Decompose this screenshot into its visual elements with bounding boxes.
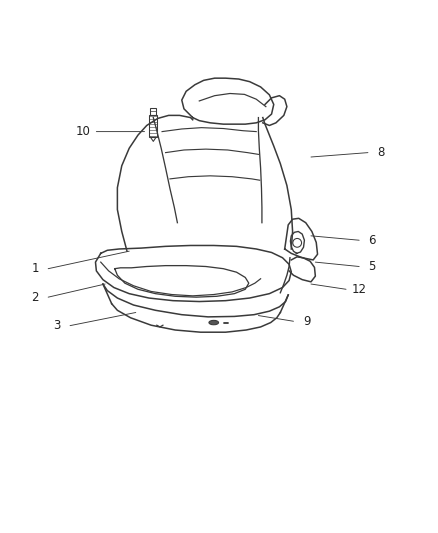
Ellipse shape bbox=[209, 320, 219, 325]
Text: 2: 2 bbox=[31, 290, 39, 304]
Text: 10: 10 bbox=[76, 125, 91, 138]
Text: 9: 9 bbox=[303, 315, 311, 328]
Text: 6: 6 bbox=[368, 233, 376, 247]
Text: 8: 8 bbox=[378, 146, 385, 159]
Bar bbox=[150, 108, 156, 115]
Text: 5: 5 bbox=[369, 260, 376, 273]
Text: 3: 3 bbox=[53, 319, 60, 332]
Text: 12: 12 bbox=[352, 283, 367, 296]
Bar bbox=[149, 115, 157, 138]
Text: 1: 1 bbox=[31, 262, 39, 275]
